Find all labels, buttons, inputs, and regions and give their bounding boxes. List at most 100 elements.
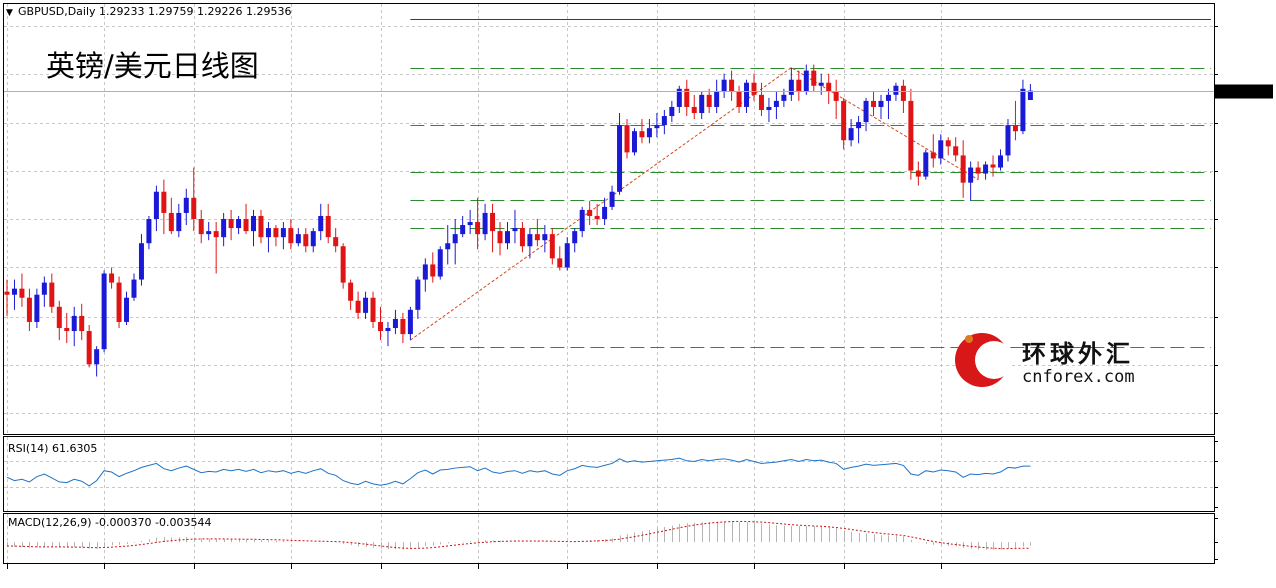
candle-body — [251, 215, 257, 232]
candle — [594, 203, 600, 226]
candle-body — [758, 94, 764, 110]
candle-body — [602, 206, 608, 219]
candle — [871, 91, 877, 117]
candle — [176, 203, 182, 238]
fibonacci-layer — [410, 19, 1211, 348]
logo-dot — [965, 335, 973, 343]
candle — [639, 119, 645, 144]
candle — [445, 225, 451, 265]
candle — [452, 219, 458, 265]
candle-body — [811, 70, 817, 86]
candle — [661, 109, 667, 135]
candle — [422, 258, 428, 292]
candle-body — [945, 140, 951, 147]
abc-trend-line — [410, 66, 979, 341]
candle-body — [998, 155, 1004, 168]
candle-body — [340, 246, 346, 283]
candle — [475, 197, 481, 250]
candle — [878, 94, 884, 120]
candle-body — [452, 234, 458, 244]
candle-body — [856, 122, 862, 129]
candle-body — [788, 79, 794, 95]
candle-body — [310, 231, 316, 247]
candle-body — [221, 219, 227, 238]
candle — [236, 215, 242, 235]
candle — [549, 228, 555, 265]
candle-body — [273, 228, 279, 238]
candle — [915, 161, 921, 186]
candle-body — [1020, 88, 1026, 132]
candle-body — [265, 228, 271, 238]
candle-body — [646, 128, 652, 138]
candle — [519, 222, 525, 253]
candle — [856, 116, 862, 144]
candle-body — [953, 146, 959, 156]
candle-body — [639, 131, 645, 138]
rsi-layer — [6, 457, 1031, 487]
candle-body — [736, 91, 742, 107]
candle-body — [318, 215, 324, 232]
collapse-triangle-icon[interactable]: ▼ — [6, 8, 13, 18]
candle-body — [699, 94, 705, 114]
candle — [557, 246, 563, 271]
candle-body — [1005, 125, 1011, 156]
candle-body — [295, 234, 301, 244]
candle-body — [86, 331, 92, 365]
candle-body — [930, 152, 936, 159]
candle — [699, 91, 705, 120]
candle — [527, 228, 533, 259]
candle-body — [572, 231, 578, 244]
candle — [482, 203, 488, 241]
candle — [602, 197, 608, 226]
candle-body — [826, 82, 832, 92]
candle-body — [617, 125, 623, 192]
candle-body — [131, 279, 137, 298]
candle — [4, 279, 10, 316]
candle-body — [79, 315, 85, 332]
candle-body — [661, 116, 667, 126]
candle-body — [885, 94, 891, 101]
candle — [94, 346, 100, 377]
candle-body — [243, 219, 249, 232]
candle — [183, 188, 189, 226]
rsi-line — [6, 457, 1031, 487]
candle-body — [26, 297, 32, 322]
candle-body — [430, 264, 436, 277]
candle — [960, 140, 966, 198]
candle — [370, 291, 376, 329]
candle-body — [101, 273, 107, 350]
candle-body — [475, 222, 481, 235]
candle-body — [56, 306, 62, 329]
candle — [86, 324, 92, 368]
candle-body — [841, 100, 847, 141]
candle — [968, 161, 974, 201]
candle — [340, 243, 346, 289]
candle — [363, 291, 369, 319]
candle — [460, 215, 466, 238]
candle — [348, 279, 354, 310]
candle — [153, 185, 159, 232]
candle-body — [960, 155, 966, 183]
candle-body — [587, 209, 593, 216]
candle — [542, 225, 548, 253]
candle-body — [94, 349, 100, 365]
candle-body — [4, 291, 10, 295]
candle-body — [183, 197, 189, 213]
candle-body — [288, 228, 294, 244]
candle — [497, 222, 503, 256]
candle — [191, 167, 197, 232]
candle — [131, 273, 137, 301]
candle — [49, 273, 55, 313]
candle — [161, 179, 167, 235]
candle — [124, 291, 130, 325]
candle-body — [407, 309, 413, 335]
candle — [303, 228, 309, 253]
candle — [325, 203, 331, 244]
candle-body — [519, 228, 525, 247]
candle-body — [146, 219, 152, 244]
candle-body — [460, 225, 466, 235]
candle-body — [11, 288, 17, 295]
candle — [243, 203, 249, 235]
